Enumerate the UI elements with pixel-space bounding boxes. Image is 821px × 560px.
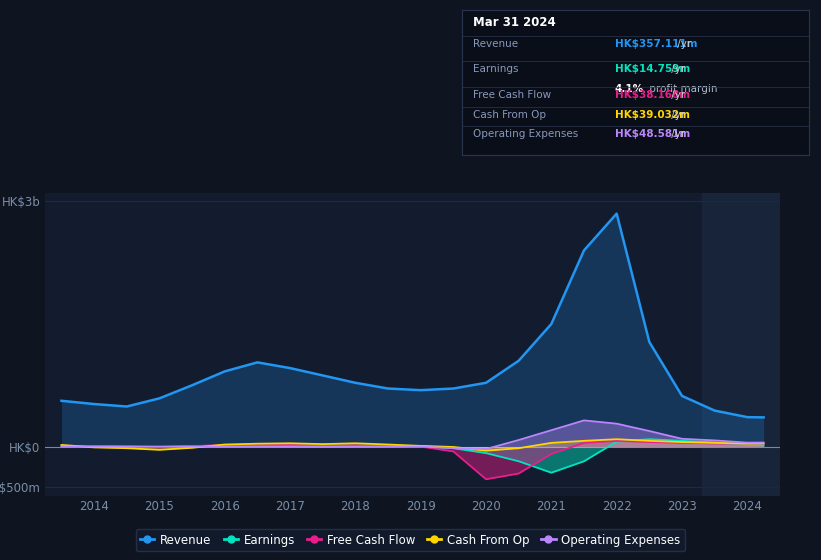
Text: Earnings: Earnings <box>473 63 518 73</box>
Text: /yr: /yr <box>668 90 686 100</box>
Text: 4.1%: 4.1% <box>615 84 644 94</box>
Text: /yr: /yr <box>668 129 686 138</box>
Text: HK$38.168m: HK$38.168m <box>615 90 690 100</box>
Legend: Revenue, Earnings, Free Cash Flow, Cash From Op, Operating Expenses: Revenue, Earnings, Free Cash Flow, Cash … <box>135 529 686 551</box>
Bar <box>702 193 780 496</box>
Text: HK$48.581m: HK$48.581m <box>615 129 690 138</box>
Text: HK$39.032m: HK$39.032m <box>615 110 690 120</box>
Text: Revenue: Revenue <box>473 39 518 49</box>
Text: /yr: /yr <box>668 63 686 73</box>
Text: Operating Expenses: Operating Expenses <box>473 129 578 138</box>
Text: HK$357.111m: HK$357.111m <box>615 39 697 49</box>
Text: Cash From Op: Cash From Op <box>473 110 546 120</box>
Text: /yr: /yr <box>674 39 691 49</box>
Text: Free Cash Flow: Free Cash Flow <box>473 90 551 100</box>
Text: HK$14.759m: HK$14.759m <box>615 63 690 73</box>
Text: profit margin: profit margin <box>646 84 718 94</box>
Text: Mar 31 2024: Mar 31 2024 <box>473 16 555 29</box>
Text: /yr: /yr <box>668 110 686 120</box>
